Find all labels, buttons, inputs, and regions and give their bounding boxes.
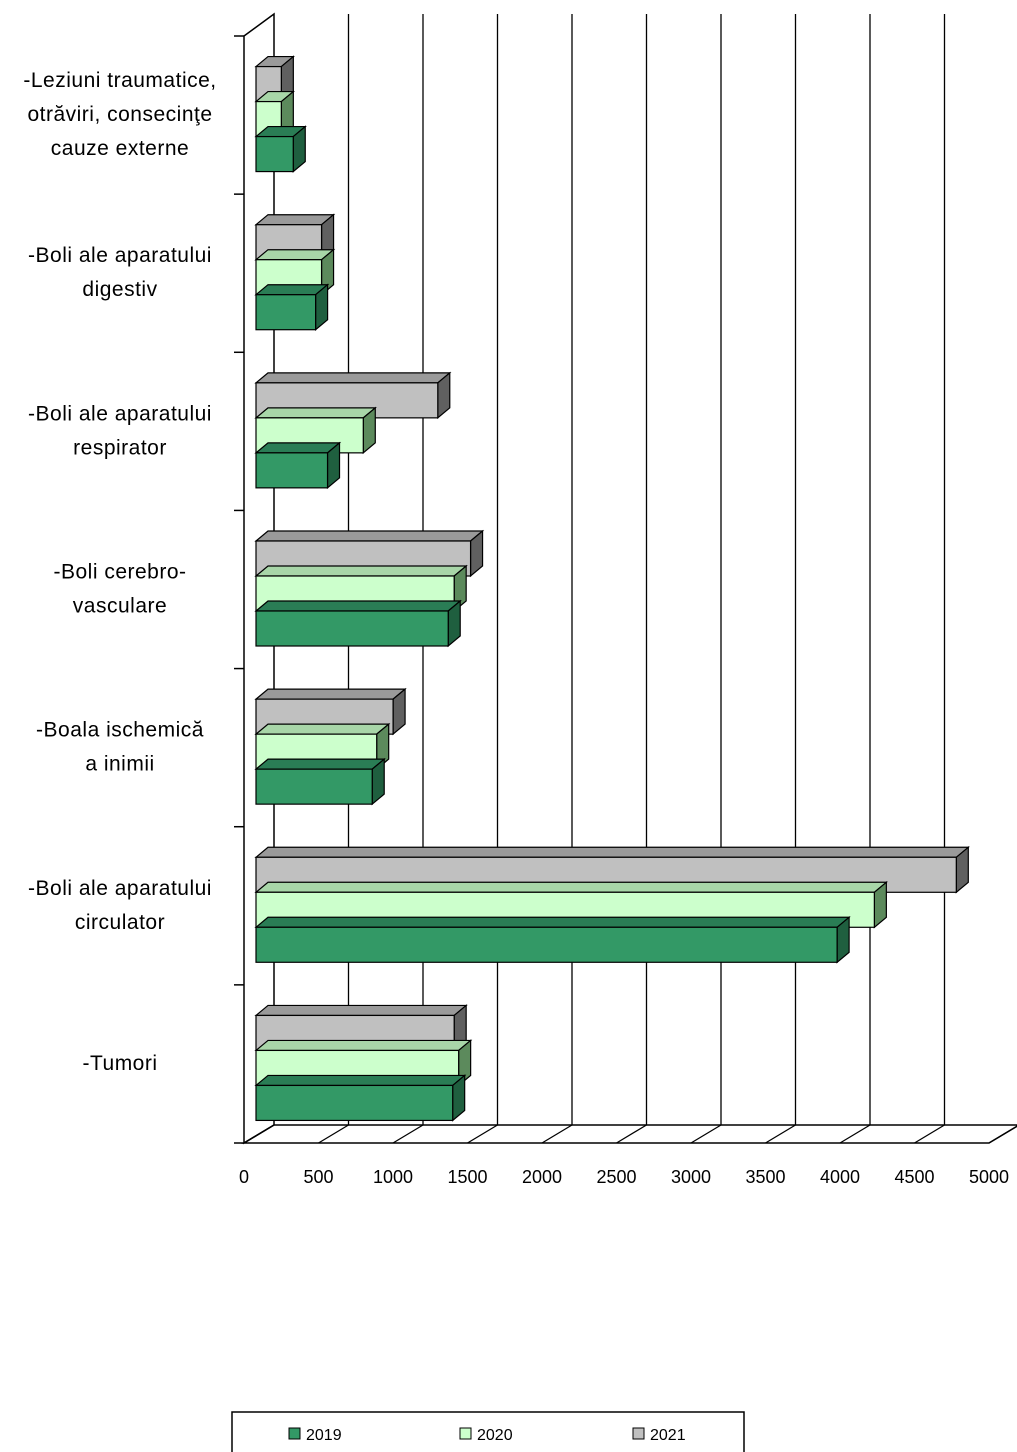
floor-tick <box>988 1125 1017 1144</box>
floor-tick <box>541 1124 573 1144</box>
x-tick-label: 0 <box>239 1167 249 1187</box>
x-tick-label: 1500 <box>447 1167 487 1187</box>
bar-top-face <box>254 600 462 612</box>
bar-front-face <box>255 768 373 805</box>
bar-2019 <box>254 757 386 806</box>
category-label: -Boli cerebro- <box>53 561 186 584</box>
x-tick-label: 3000 <box>671 1167 711 1187</box>
legend-swatch-2020 <box>459 1427 472 1440</box>
bar-group <box>254 55 307 173</box>
floor-tick <box>392 1124 424 1144</box>
bar-group <box>254 687 407 806</box>
bar-group <box>254 529 485 648</box>
bar-2019 <box>254 283 330 331</box>
category-label: digestiv <box>82 278 157 301</box>
floor-tick <box>467 1124 498 1144</box>
bar-front-face <box>255 1084 454 1122</box>
x-tick-label: 500 <box>303 1167 333 1187</box>
floor-tick <box>318 1124 349 1144</box>
x-tick-label: 1000 <box>373 1167 413 1187</box>
bar-top-face <box>254 407 377 419</box>
x-tick-label: 2500 <box>596 1167 636 1187</box>
x-tick-label: 5000 <box>969 1167 1009 1187</box>
bar-group <box>254 213 336 331</box>
chart-bars <box>254 55 970 1122</box>
legend-swatch-2019 <box>288 1427 301 1440</box>
bar-2019 <box>254 916 851 964</box>
bar-front-face <box>255 452 329 489</box>
floor-tick <box>914 1124 945 1144</box>
x-tick-label: 4000 <box>820 1167 860 1187</box>
category-label: -Boli ale aparatului <box>28 402 212 425</box>
floor-tick <box>616 1124 647 1144</box>
bar-top-face <box>254 442 342 454</box>
legend-label-2021: 2021 <box>650 1427 686 1444</box>
category-label: -Boala ischemică <box>36 719 204 742</box>
category-label: -Boli ale aparatului <box>28 244 212 267</box>
bar-front-face <box>255 610 449 647</box>
bar-2019 <box>254 1074 467 1122</box>
bar-group <box>254 1004 473 1122</box>
bar-top-face <box>254 530 485 542</box>
bar-top-face <box>254 846 970 858</box>
bar-front-face <box>255 135 294 173</box>
floor-tick <box>839 1124 871 1144</box>
bar-group <box>254 371 452 490</box>
bar-top-face <box>254 1074 467 1087</box>
category-label: cauze externe <box>51 137 189 160</box>
bar-top-face <box>254 1004 468 1017</box>
bar-top-face <box>254 916 851 928</box>
bar-top-face <box>254 1039 473 1052</box>
category-label: respirator <box>73 436 167 459</box>
x-tick-label: 3500 <box>745 1167 785 1187</box>
chart-legend: 2019 2020 2021 <box>231 1411 745 1452</box>
legend-swatch-2021 <box>632 1427 645 1440</box>
category-label: -Tumori <box>82 1052 157 1075</box>
x-tick-label: 2000 <box>522 1167 562 1187</box>
legend-box <box>231 1411 745 1452</box>
bar-front-face <box>255 926 838 963</box>
bar-2019 <box>254 125 307 173</box>
bar-top-face <box>254 688 407 700</box>
floor-tick <box>690 1124 722 1144</box>
category-label: -Boli ale aparatului <box>28 877 212 900</box>
category-label: vasculare <box>73 595 167 618</box>
category-label: a inimii <box>85 753 154 776</box>
legend-label-2019: 2019 <box>306 1427 342 1444</box>
bar-2019 <box>254 441 342 490</box>
legend-label-2020: 2020 <box>477 1427 513 1444</box>
bar-top-face <box>254 881 889 893</box>
category-label: circulator <box>75 911 165 934</box>
bar-group <box>254 846 970 964</box>
x-tick-label: 4500 <box>894 1167 934 1187</box>
bar-2019 <box>254 599 462 648</box>
category-label: -Leziuni traumatice, <box>23 69 216 92</box>
bar-top-face <box>254 723 391 735</box>
bar-top-face <box>254 372 452 384</box>
category-label: otrăviri, consecinţe <box>27 103 212 126</box>
bar-front-face <box>255 294 317 331</box>
bar-top-face <box>254 758 386 770</box>
bar-top-face <box>254 214 336 226</box>
floor-tick <box>243 1124 275 1144</box>
x-axis-tick-labels: 0 500 1000 1500 2000 2500 3000 3500 4000 4500 5000 <box>239 1167 1009 1187</box>
floor-tick <box>765 1124 796 1144</box>
y-axis-category-labels: -Tumori -Boli ale aparatului circulator -Bo… <box>23 69 216 1075</box>
bar-top-face <box>254 249 336 261</box>
bar-top-face <box>254 565 468 577</box>
